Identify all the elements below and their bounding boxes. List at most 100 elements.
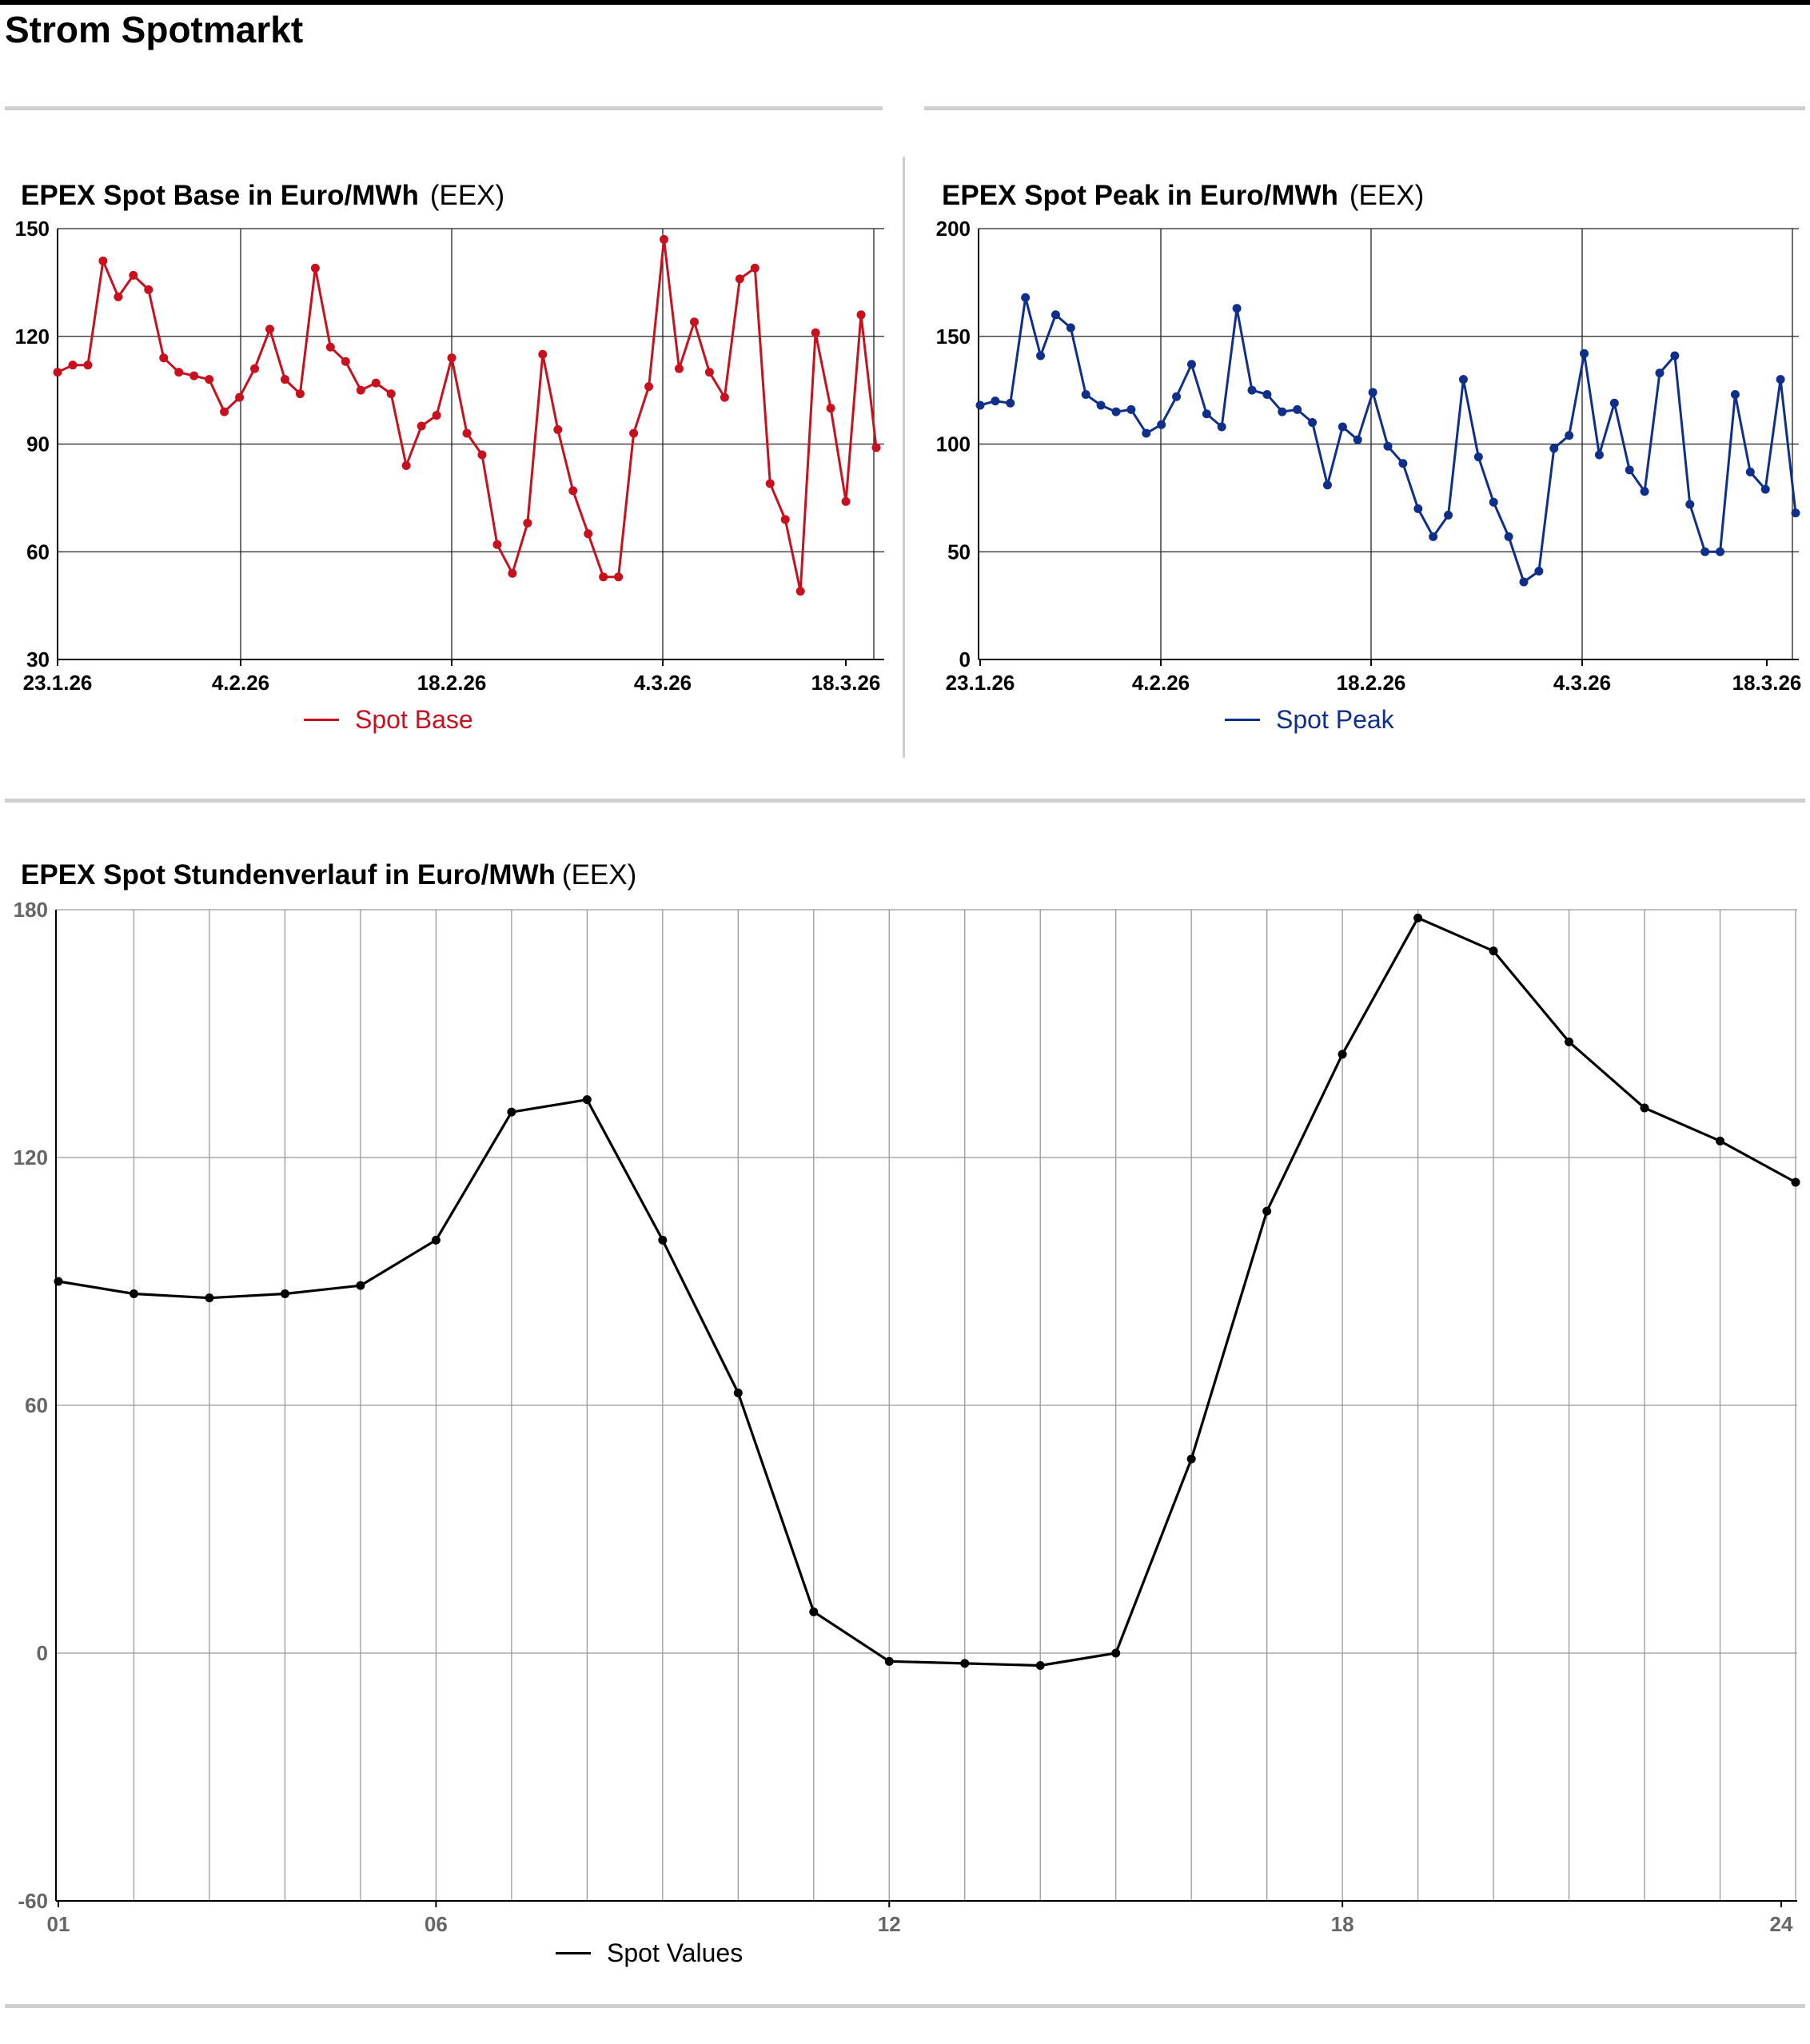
data-point (644, 382, 654, 392)
y-tick-label: 0 (959, 647, 971, 671)
page-title: Strom Spotmarkt (5, 9, 304, 50)
data-point (689, 317, 699, 327)
data-point (220, 407, 229, 416)
data-point (1760, 484, 1770, 494)
data-point (1322, 480, 1332, 490)
y-tick-label: 50 (947, 540, 971, 564)
data-point (1096, 400, 1106, 410)
chart-source-base: (EEX) (429, 180, 505, 211)
data-point (523, 518, 532, 528)
chart-source-peak: (EEX) (1349, 180, 1425, 211)
data-point (1111, 1648, 1121, 1658)
legend-swatch-peak (1225, 719, 1260, 721)
data-point (159, 353, 169, 363)
data-point (280, 375, 289, 384)
data-point (750, 263, 759, 273)
legend-label-base: Spot Base (355, 705, 473, 734)
data-point (508, 568, 517, 578)
x-tick-label: 4.3.26 (634, 671, 692, 695)
data-point (1458, 375, 1468, 384)
data-point (235, 392, 245, 402)
y-tick-label: 100 (936, 432, 971, 456)
data-point (1111, 407, 1121, 416)
chart-source-hourly: (EEX) (561, 859, 637, 891)
data-point (1066, 323, 1075, 333)
data-point (975, 400, 985, 410)
data-point (735, 274, 744, 284)
x-tick-label: 01 (47, 1912, 70, 1936)
x-tick-label: 12 (878, 1912, 901, 1936)
data-point (1293, 404, 1302, 414)
data-point (1489, 497, 1498, 507)
x-tick-label: 4.2.26 (212, 671, 269, 695)
data-point (280, 1289, 289, 1298)
data-point (1368, 388, 1377, 397)
divider-top-right (924, 106, 1805, 110)
data-point (1186, 1454, 1196, 1464)
data-point (720, 392, 729, 402)
legend-hourly: Spot Values (556, 1938, 743, 1968)
data-point (53, 368, 62, 377)
chart-title-hourly: EPEX Spot Stundenverlauf in Euro/MWh (EEX… (21, 859, 636, 892)
data-point (431, 1235, 441, 1245)
data-point (1670, 351, 1680, 361)
data-point (492, 540, 502, 549)
data-point (1473, 452, 1483, 462)
data-point (960, 1659, 970, 1668)
chart-title-base: EPEX Spot Base in Euro/MWh (EEX) (21, 179, 504, 213)
data-point (1549, 444, 1559, 453)
data-point (1640, 487, 1649, 496)
data-point (1398, 459, 1408, 468)
data-point (1353, 435, 1362, 444)
data-point (553, 425, 563, 435)
data-point (189, 371, 199, 381)
data-point (765, 479, 775, 488)
data-point (599, 572, 608, 582)
data-point (1625, 465, 1634, 475)
data-point (1262, 390, 1272, 400)
data-point (1791, 1177, 1800, 1187)
data-point (1413, 913, 1423, 922)
divider-middle (5, 799, 1805, 803)
series-line (58, 916, 1796, 1667)
x-tick-label: 4.3.26 (1553, 671, 1611, 695)
data-point (1247, 385, 1257, 395)
data-point (1519, 577, 1529, 587)
data-point (1640, 1103, 1649, 1113)
data-point (841, 496, 851, 506)
data-point (1383, 441, 1393, 451)
y-tick-label: 120 (14, 1146, 48, 1169)
y-tick-label: 180 (14, 898, 48, 922)
data-point (1051, 310, 1060, 320)
data-point (1745, 468, 1755, 477)
data-point (1262, 1206, 1272, 1216)
data-point (1716, 1136, 1725, 1146)
data-point (1036, 351, 1046, 361)
y-tick-label: 30 (26, 647, 50, 671)
data-point (507, 1107, 516, 1117)
legend-swatch-base (304, 719, 339, 721)
data-point (250, 364, 260, 373)
data-point (310, 263, 320, 273)
data-point (826, 404, 835, 413)
y-tick-label: 60 (26, 540, 50, 564)
data-point (205, 375, 214, 384)
data-point (538, 349, 548, 359)
data-point (1278, 407, 1287, 416)
data-point (658, 1235, 668, 1245)
data-point (1081, 390, 1090, 400)
data-point (811, 328, 820, 337)
x-tick-label: 18.2.26 (417, 671, 487, 695)
data-point (1580, 349, 1589, 358)
data-point (871, 443, 881, 452)
data-point (341, 357, 350, 366)
y-tick-label: -60 (18, 1889, 48, 1913)
data-point (83, 361, 93, 370)
data-point (144, 285, 153, 294)
x-tick-label: 4.2.26 (1132, 671, 1190, 695)
data-point (1716, 547, 1725, 556)
top-border (0, 0, 1810, 5)
